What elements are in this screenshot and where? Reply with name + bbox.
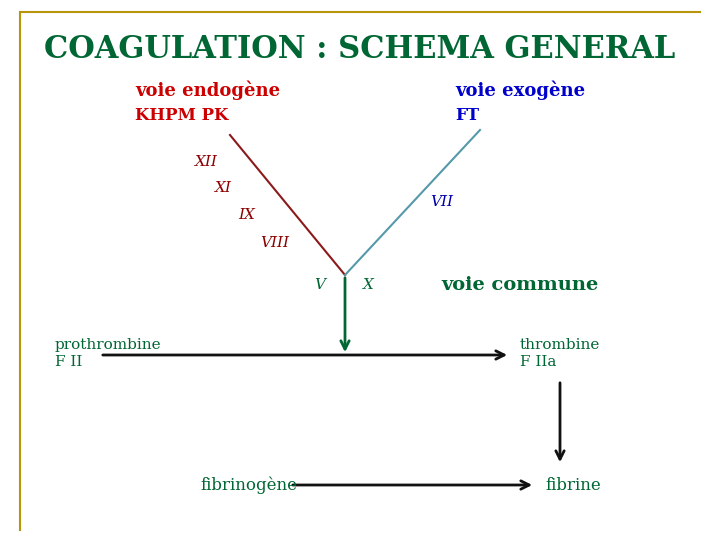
Text: XII: XII xyxy=(195,155,218,169)
Text: VIII: VIII xyxy=(260,236,289,250)
Text: COAGULATION : SCHEMA GENERAL: COAGULATION : SCHEMA GENERAL xyxy=(45,35,675,65)
Text: fibrinogène: fibrinogène xyxy=(200,476,297,494)
Text: XI: XI xyxy=(215,181,232,195)
Text: FT: FT xyxy=(455,106,479,124)
Text: V: V xyxy=(315,278,325,292)
Text: KHPM PK: KHPM PK xyxy=(135,106,228,124)
Text: VII: VII xyxy=(430,195,453,209)
Text: voie commune: voie commune xyxy=(441,276,598,294)
Text: voie exogène: voie exogène xyxy=(455,80,585,100)
Text: X: X xyxy=(363,278,374,292)
Text: fibrine: fibrine xyxy=(545,476,600,494)
Text: F II: F II xyxy=(55,355,82,369)
Text: voie endogène: voie endogène xyxy=(135,80,280,100)
Text: prothrombine: prothrombine xyxy=(55,338,161,352)
Text: thrombine: thrombine xyxy=(520,338,600,352)
Text: F IIa: F IIa xyxy=(520,355,557,369)
Text: IX: IX xyxy=(238,208,255,222)
